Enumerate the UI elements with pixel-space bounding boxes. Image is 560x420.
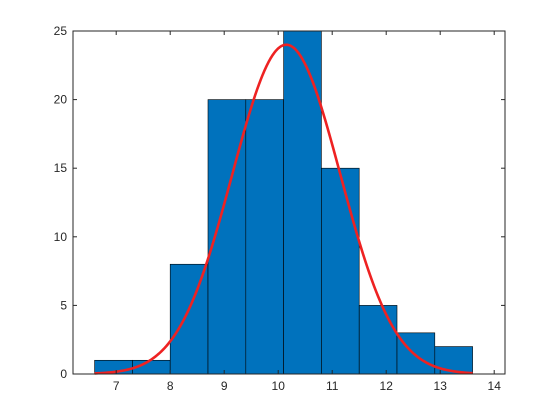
axes-box bbox=[72, 30, 506, 375]
y-tick-label: 0 bbox=[60, 367, 67, 381]
y-tick-label: 10 bbox=[54, 230, 68, 244]
x-tick-label: 12 bbox=[380, 379, 394, 393]
y-tick-label: 5 bbox=[60, 298, 67, 312]
x-tick-label: 14 bbox=[488, 379, 502, 393]
histogram-bar bbox=[434, 346, 473, 375]
y-tick-label: 15 bbox=[54, 161, 68, 175]
y-tick-label: 25 bbox=[54, 24, 68, 38]
histogram-bar bbox=[321, 167, 360, 375]
x-tick-label: 11 bbox=[326, 379, 339, 393]
x-tick-label: 9 bbox=[221, 379, 228, 393]
histogram-bar bbox=[283, 30, 322, 375]
axis-ticks bbox=[73, 30, 505, 375]
histogram-bar bbox=[358, 305, 398, 375]
y-tick-label: 20 bbox=[54, 93, 68, 107]
x-tick-label: 8 bbox=[167, 379, 174, 393]
tick-labels: 7 8 9 10 11 12 13 14 0 5 10 15 20 25 bbox=[54, 24, 502, 393]
x-tick-label: 7 bbox=[113, 379, 120, 393]
histogram-bar bbox=[245, 99, 284, 375]
histogram-bar bbox=[396, 332, 436, 375]
histogram-bars bbox=[94, 30, 473, 375]
histogram-bar bbox=[169, 263, 209, 375]
x-tick-label: 13 bbox=[434, 379, 448, 393]
normal-fit-layer bbox=[94, 43, 473, 375]
x-tick-label: 10 bbox=[272, 379, 286, 393]
normal-fit-curve bbox=[94, 43, 473, 375]
